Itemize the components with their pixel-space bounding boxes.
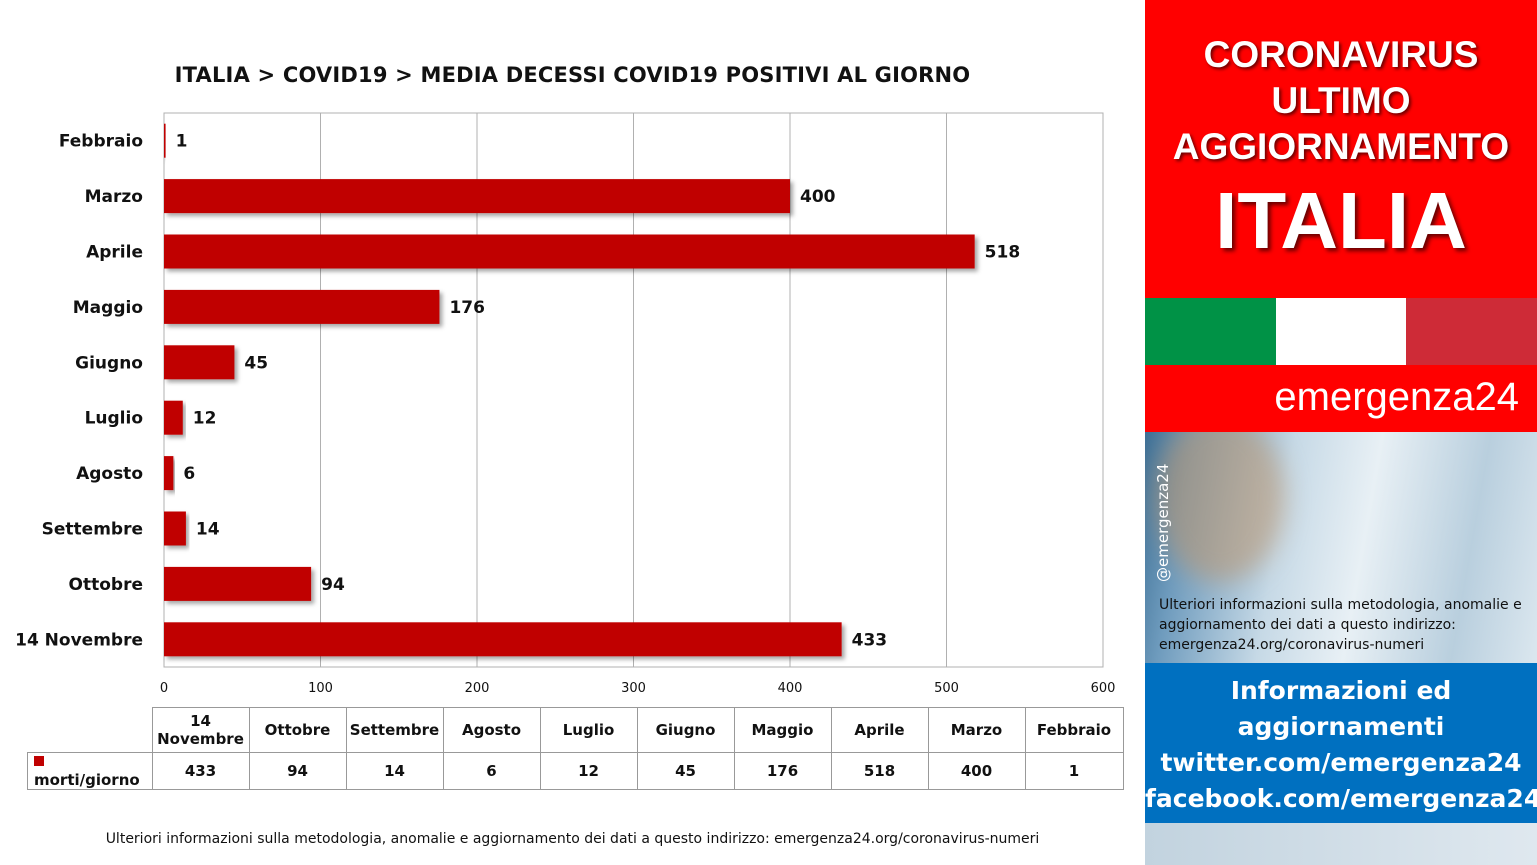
brand-name: emergenza24	[1274, 375, 1519, 419]
links-line-2: aggiornamenti	[1237, 712, 1445, 741]
table-cell: 94	[248, 752, 347, 790]
twitter-link[interactable]: twitter.com/emergenza24	[1160, 748, 1522, 777]
table-column-header: Luglio	[539, 707, 638, 753]
data-label: 433	[852, 630, 888, 650]
legend-key	[34, 755, 44, 766]
y-tick-label: Febbraio	[59, 132, 143, 152]
table-cell: 518	[830, 752, 929, 790]
x-tick-label: 0	[160, 681, 168, 696]
data-label: 94	[321, 575, 345, 595]
data-label: 176	[449, 298, 485, 318]
bar	[164, 234, 975, 269]
y-tick-label: Luglio	[85, 409, 143, 429]
bar-chart: 0 100 200 300 400 500 600 1 Febbraio 400 Marzo 518 A…	[15, 112, 1116, 696]
chart-area: ITALIA > COVID19 > MEDIA DECESSI COVID19…	[15, 63, 1124, 847]
photo-panel: @emergenza24 Ulteriori informazioni sull…	[1145, 432, 1537, 663]
y-tick-label: Giugno	[75, 353, 143, 373]
legend-label: morti/giorno	[34, 771, 140, 789]
methodology-note: Ulteriori informazioni sulla metodologia…	[1159, 597, 1522, 653]
table-column-header: Agosto	[442, 707, 541, 753]
table-cell: 1	[1024, 752, 1124, 790]
table-column-header: Maggio	[733, 707, 832, 753]
flag-red-stripe	[1406, 298, 1537, 365]
data-label: 6	[183, 464, 195, 484]
table-legend-cell: morti/giorno	[27, 752, 153, 790]
y-tick-label: Settembre	[42, 520, 143, 540]
y-tick-label: Marzo	[85, 187, 143, 207]
data-label: 12	[193, 409, 217, 429]
flag-white-stripe	[1275, 298, 1407, 365]
bar	[164, 400, 183, 435]
x-tick-label: 500	[934, 681, 959, 696]
data-label: 1	[176, 132, 188, 152]
data-label: 518	[985, 243, 1021, 263]
y-tick-label: Aprile	[86, 243, 143, 263]
x-tick-label: 600	[1091, 681, 1116, 696]
footer-note: Ulteriori informazioni sulla metodologia…	[105, 831, 1040, 847]
data-label: 400	[800, 187, 836, 207]
y-tick-label: Maggio	[73, 298, 143, 318]
facebook-link[interactable]: facebook.com/emergenza24	[1145, 784, 1537, 813]
data-label: 14	[196, 520, 220, 540]
table-cell: 433	[151, 752, 250, 790]
table-cell: 14	[345, 752, 444, 790]
table-cell: 176	[733, 752, 832, 790]
x-tick-label: 300	[621, 681, 646, 696]
x-tick-label: 100	[308, 681, 333, 696]
bar	[164, 123, 166, 158]
italian-flag	[1145, 298, 1537, 365]
header-line-1: CORONAVIRUS	[1203, 34, 1479, 75]
chart-title: ITALIA > COVID19 > MEDIA DECESSI COVID19…	[174, 63, 971, 87]
bar	[164, 345, 235, 380]
table-column-header: Marzo	[927, 707, 1026, 753]
y-tick-label: Ottobre	[69, 575, 143, 595]
x-tick-label: 200	[465, 681, 490, 696]
social-handle: @emergenza24	[1154, 463, 1172, 582]
table-column-header: Settembre	[345, 707, 444, 753]
bar	[164, 511, 186, 546]
table-column-header: Aprile	[830, 707, 929, 753]
brand-bar: emergenza24	[1145, 365, 1537, 432]
table-column-header: Giugno	[636, 707, 735, 753]
bar	[164, 179, 790, 214]
photo-background	[1155, 432, 1285, 582]
sidebar: CORONAVIRUS ULTIMO AGGIORNAMENTO ITALIA …	[1145, 0, 1537, 865]
bottom-strip	[1145, 823, 1537, 865]
table-cell: 12	[539, 752, 638, 790]
table-cell: 400	[927, 752, 1026, 790]
header-banner: CORONAVIRUS ULTIMO AGGIORNAMENTO ITALIA	[1145, 0, 1537, 298]
table-column-header: 14 Novembre	[151, 707, 250, 753]
table-corner-cell	[27, 707, 153, 753]
flag-green-stripe	[1145, 298, 1276, 365]
bar	[164, 566, 312, 601]
header-line-3: AGGIORNAMENTO	[1172, 126, 1510, 167]
table-cell: 45	[636, 752, 735, 790]
table-column-header: Febbraio	[1024, 707, 1124, 753]
country-title: ITALIA	[1215, 176, 1467, 265]
bar	[164, 456, 174, 491]
table-column-header: Ottobre	[248, 707, 347, 753]
y-tick-label: Agosto	[76, 464, 143, 484]
table-cell: 6	[442, 752, 541, 790]
x-tick-label: 400	[778, 681, 803, 696]
data-table: 14 Novembre Ottobre Settembre Agosto Luglio G…	[27, 707, 1124, 790]
y-tick-label: 14 Novembre	[15, 630, 143, 650]
links-panel: Informazioni ed aggiornamenti twitter.co…	[1145, 663, 1537, 823]
data-label: 45	[244, 353, 268, 373]
bar	[164, 289, 440, 324]
bar	[164, 622, 842, 657]
links-line-1: Informazioni ed	[1230, 676, 1452, 705]
header-line-2: ULTIMO	[1271, 80, 1411, 121]
